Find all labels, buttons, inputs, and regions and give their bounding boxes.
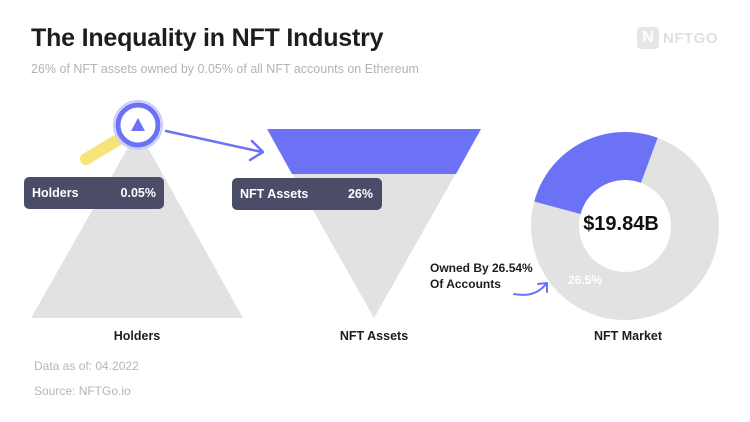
market-slice-label: 26.5% <box>568 273 602 287</box>
data-source: Source: NFTGo.io <box>34 384 131 398</box>
market-annotation-line2: Of Accounts <box>430 277 501 291</box>
magnifier-glow <box>113 100 163 150</box>
assets-label: NFT Assets <box>240 187 308 201</box>
assets-share-band <box>267 129 481 174</box>
nftgo-logo: N NFTGO <box>637 27 718 49</box>
market-caption: NFT Market <box>594 329 663 343</box>
connector-arrowhead <box>248 139 265 162</box>
logo-mark-icon: N <box>637 27 659 49</box>
market-annotation-line1: Owned By 26.54% <box>430 261 533 275</box>
holders-label: Holders <box>32 186 79 200</box>
holders-label-pill <box>24 177 164 209</box>
donut-slice-owned <box>534 132 658 215</box>
holders-share: 0.05% <box>121 186 156 200</box>
page-title: The Inequality in NFT Industry <box>31 24 384 52</box>
holders-caption: Holders <box>114 329 161 343</box>
assets-caption: NFT Assets <box>340 329 408 343</box>
assets-label-pill <box>232 178 382 210</box>
market-donut <box>530 132 719 320</box>
connector-arrow <box>164 129 264 154</box>
page-subtitle: 26% of NFT assets owned by 0.05% of all … <box>31 62 419 76</box>
donut-slice-rest <box>530 137 719 320</box>
data-date: Data as of: 04.2022 <box>34 359 139 373</box>
holders-tip-mark <box>131 118 145 131</box>
magnifier-handle <box>80 132 127 165</box>
annotation-arrowhead <box>537 282 548 293</box>
assets-share: 26% <box>348 187 373 201</box>
logo-text: NFTGO <box>663 29 718 47</box>
annotation-arrow <box>513 283 547 296</box>
assets-inverted-pyramid <box>267 129 481 318</box>
market-center-value: $19.84B <box>583 213 659 235</box>
holders-pyramid <box>31 130 243 318</box>
